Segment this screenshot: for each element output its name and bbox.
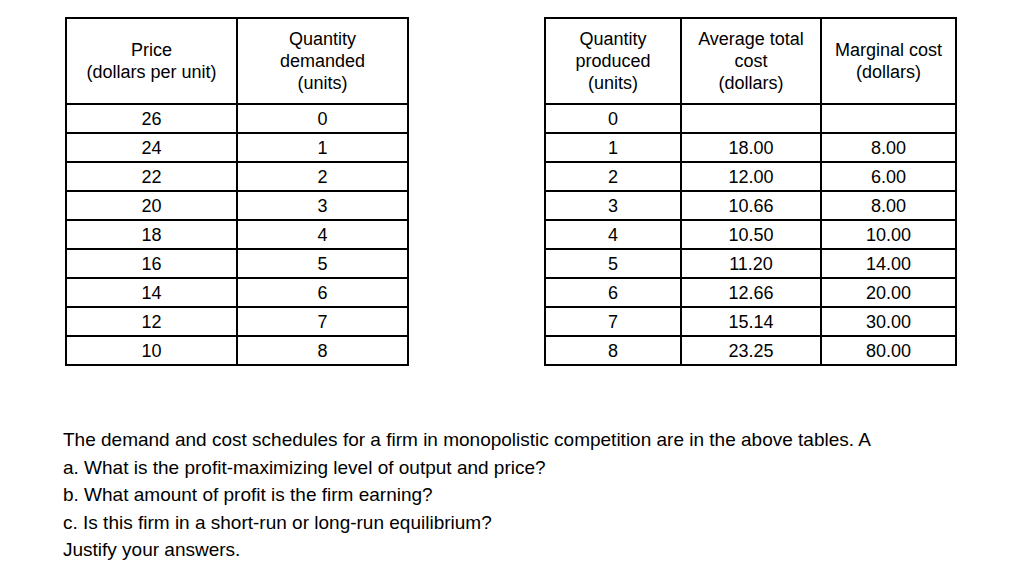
price-cell: 10: [66, 336, 237, 365]
table-row: 8 23.25 80.00: [545, 336, 956, 365]
table-row: 14 6: [66, 278, 408, 307]
table-row: 18 4: [66, 220, 408, 249]
quantity-demanded-column-header: Quantity demanded (units): [237, 18, 408, 104]
table-row: 4 10.50 10.00: [545, 220, 956, 249]
quantity-produced-cell: 4: [545, 220, 681, 249]
quantity-produced-cell: 8: [545, 336, 681, 365]
table-row: 22 2: [66, 162, 408, 191]
question-closing: Justify your answers.: [63, 536, 983, 564]
price-cell: 16: [66, 249, 237, 278]
marginal-cost-cell: 8.00: [821, 191, 956, 220]
quantity-produced-cell: 7: [545, 307, 681, 336]
question-item-b: b. What amount of profit is the firm ear…: [63, 481, 983, 509]
price-cell: 12: [66, 307, 237, 336]
marginal-cost-cell: 20.00: [821, 278, 956, 307]
quantity-demanded-cell: 3: [237, 191, 408, 220]
table-row: 10 8: [66, 336, 408, 365]
table-row: 5 11.20 14.00: [545, 249, 956, 278]
marginal-cost-cell: [821, 104, 956, 133]
table-row: 2 12.00 6.00: [545, 162, 956, 191]
average-total-cost-cell: 12.00: [681, 162, 821, 191]
average-total-cost-cell: 11.20: [681, 249, 821, 278]
quantity-demanded-cell: 6: [237, 278, 408, 307]
quantity-demanded-cell: 0: [237, 104, 408, 133]
quantity-demanded-cell: 8: [237, 336, 408, 365]
table-header-row: Price (dollars per unit) Quantity demand…: [66, 18, 408, 104]
table-row: 26 0: [66, 104, 408, 133]
average-total-cost-cell: 10.50: [681, 220, 821, 249]
price-cell: 26: [66, 104, 237, 133]
marginal-cost-cell: 80.00: [821, 336, 956, 365]
question-item-c: c. Is this firm in a short-run or long-r…: [63, 509, 983, 537]
table-row: 16 5: [66, 249, 408, 278]
average-total-cost-cell: 10.66: [681, 191, 821, 220]
average-total-cost-cell: 15.14: [681, 307, 821, 336]
question-text-block: The demand and cost schedules for a firm…: [63, 426, 983, 564]
quantity-demanded-cell: 5: [237, 249, 408, 278]
table-row: 3 10.66 8.00: [545, 191, 956, 220]
quantity-produced-cell: 3: [545, 191, 681, 220]
demand-schedule-table: Price (dollars per unit) Quantity demand…: [65, 17, 409, 366]
price-cell: 24: [66, 133, 237, 162]
quantity-demanded-cell: 1: [237, 133, 408, 162]
price-cell: 22: [66, 162, 237, 191]
quantity-demanded-cell: 2: [237, 162, 408, 191]
marginal-cost-cell: 10.00: [821, 220, 956, 249]
quantity-produced-column-header: Quantity produced (units): [545, 18, 681, 104]
quantity-demanded-cell: 4: [237, 220, 408, 249]
question-intro: The demand and cost schedules for a firm…: [63, 426, 983, 454]
quantity-produced-cell: 2: [545, 162, 681, 191]
average-total-cost-cell: 18.00: [681, 133, 821, 162]
quantity-produced-cell: 0: [545, 104, 681, 133]
price-column-header: Price (dollars per unit): [66, 18, 237, 104]
marginal-cost-column-header: Marginal cost (dollars): [821, 18, 956, 104]
quantity-demanded-cell: 7: [237, 307, 408, 336]
price-cell: 20: [66, 191, 237, 220]
average-total-cost-cell: [681, 104, 821, 133]
cost-schedule-table: Quantity produced (units) Average total …: [544, 17, 957, 366]
quantity-produced-cell: 5: [545, 249, 681, 278]
table-row: 7 15.14 30.00: [545, 307, 956, 336]
table-row: 1 18.00 8.00: [545, 133, 956, 162]
table-row: 12 7: [66, 307, 408, 336]
quantity-produced-cell: 6: [545, 278, 681, 307]
price-cell: 14: [66, 278, 237, 307]
table-row: 24 1: [66, 133, 408, 162]
table-row: 0: [545, 104, 956, 133]
average-total-cost-cell: 12.66: [681, 278, 821, 307]
price-cell: 18: [66, 220, 237, 249]
marginal-cost-cell: 6.00: [821, 162, 956, 191]
average-total-cost-cell: 23.25: [681, 336, 821, 365]
table-row: 20 3: [66, 191, 408, 220]
marginal-cost-cell: 8.00: [821, 133, 956, 162]
quantity-produced-cell: 1: [545, 133, 681, 162]
question-item-a: a. What is the profit-maximizing level o…: [63, 454, 983, 482]
marginal-cost-cell: 14.00: [821, 249, 956, 278]
table-header-row: Quantity produced (units) Average total …: [545, 18, 956, 104]
marginal-cost-cell: 30.00: [821, 307, 956, 336]
average-total-cost-column-header: Average total cost (dollars): [681, 18, 821, 104]
document-page: Price (dollars per unit) Quantity demand…: [0, 0, 1024, 582]
table-row: 6 12.66 20.00: [545, 278, 956, 307]
